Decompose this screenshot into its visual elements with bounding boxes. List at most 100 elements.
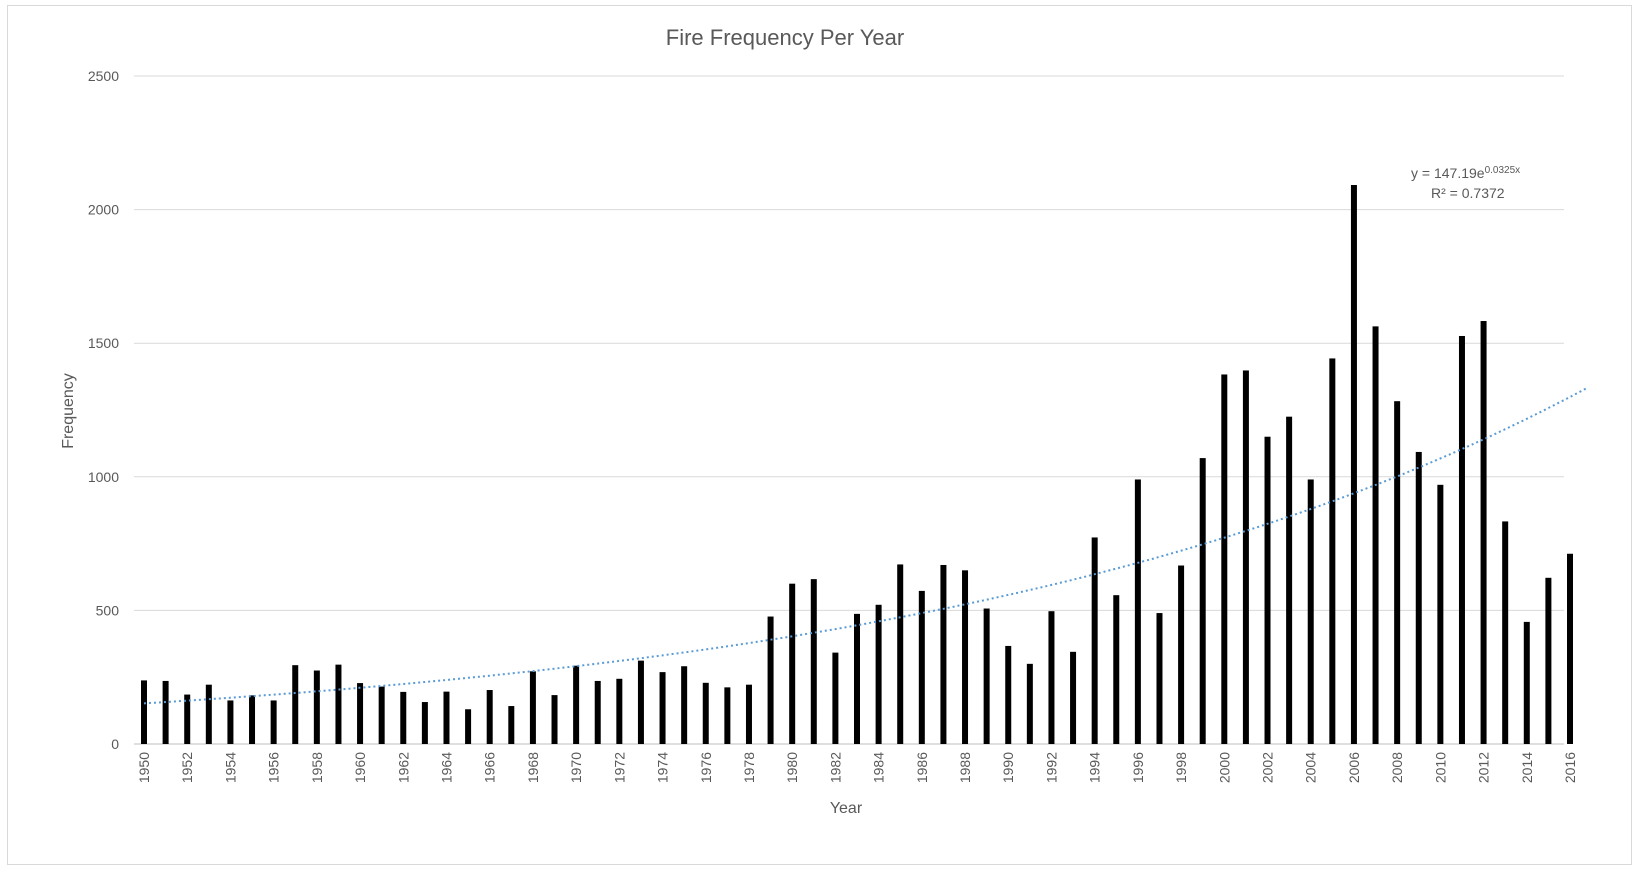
bar-1992 [1048, 611, 1055, 744]
bar-1968 [529, 671, 536, 744]
x-axis-title: Year [830, 800, 863, 817]
x-tick-label: 1974 [655, 752, 671, 783]
bar-1952 [184, 694, 191, 744]
bar-1959 [335, 664, 342, 744]
x-tick-label: 1962 [395, 752, 411, 783]
x-tick-label: 1980 [784, 752, 800, 783]
bar-1967 [508, 706, 515, 744]
bar-1971 [594, 680, 601, 744]
x-tick-label: 1988 [957, 752, 973, 783]
bar-2014 [1523, 621, 1530, 744]
trendline-r-squared: R² = 0.7372 [1431, 185, 1505, 201]
bar-1979 [767, 616, 774, 744]
chart-svg: Fire Frequency Per Year 0 500 1000 1500 2000… [60, 25, 1587, 817]
bar-1993 [1070, 651, 1077, 744]
y-axis-title: Frequency [60, 373, 77, 449]
bar-1951 [162, 680, 169, 744]
bars [141, 185, 1573, 745]
y-tick-label: 0 [111, 736, 119, 752]
x-tick-label: 2000 [1216, 752, 1232, 783]
trendline-equation: y = 147.19e0.0325x [1411, 165, 1520, 181]
bar-1964 [443, 691, 450, 744]
bar-2005 [1329, 358, 1336, 744]
x-tick-label: 1994 [1087, 752, 1103, 783]
bar-1985 [897, 564, 904, 744]
x-tick-label: 1952 [179, 752, 195, 783]
trendline [143, 387, 1587, 705]
x-tick-label: 1968 [525, 752, 541, 783]
bar-1998 [1178, 565, 1185, 744]
x-tick-label: 1954 [222, 752, 238, 783]
bar-2013 [1502, 521, 1509, 744]
bar-2016 [1567, 553, 1573, 744]
y-tick-label: 2500 [88, 68, 119, 84]
x-tick-label: 2002 [1260, 752, 1276, 783]
bar-1991 [1026, 663, 1033, 744]
bar-1962 [400, 691, 407, 744]
bar-2004 [1307, 479, 1314, 744]
x-tick-label: 1950 [136, 752, 152, 783]
bar-2002 [1264, 436, 1271, 744]
bar-1955 [249, 695, 256, 744]
y-tick-label: 500 [96, 602, 120, 618]
bar-2006 [1350, 185, 1357, 745]
bar-1978 [745, 684, 752, 744]
chart-title: Fire Frequency Per Year [666, 25, 904, 50]
bar-1969 [551, 695, 558, 744]
bar-2000 [1221, 374, 1228, 744]
x-tick-label: 2014 [1519, 752, 1535, 783]
x-tick-label: 1990 [1000, 752, 1016, 783]
bar-1976 [702, 682, 709, 744]
bar-1950 [141, 680, 147, 744]
bar-1974 [659, 672, 666, 744]
x-tick-label: 2010 [1432, 752, 1448, 783]
bar-1996 [1134, 479, 1141, 744]
x-tick-label: 1976 [698, 752, 714, 783]
bar-2010 [1437, 484, 1444, 744]
bar-1990 [1005, 645, 1012, 744]
x-tick-label: 1956 [266, 752, 282, 783]
bar-1977 [724, 687, 731, 744]
x-tick-label: 2012 [1476, 752, 1492, 783]
bar-1960 [357, 683, 364, 744]
x-tick-label: 1958 [309, 752, 325, 783]
bar-1965 [465, 709, 472, 744]
x-tick-label: 1966 [482, 752, 498, 783]
x-tick-label: 2016 [1562, 752, 1578, 783]
gridlines [134, 75, 1564, 745]
bar-1983 [854, 613, 860, 744]
x-tick-label: 1996 [1130, 752, 1146, 783]
trendline-equation-base: y = 147.19e [1411, 165, 1485, 181]
x-axis-ticks: 1950 1952 1954 1956 1958 1960 1962 1964 1966 1968… [136, 752, 1578, 783]
bar-2011 [1458, 335, 1465, 744]
x-tick-label: 1992 [1043, 752, 1059, 783]
y-tick-label: 1500 [88, 335, 119, 351]
bar-2001 [1242, 370, 1249, 744]
y-axis-ticks: 0 500 1000 1500 2000 2500 [88, 68, 119, 752]
chart-frame: Fire Frequency Per Year 0 500 1000 1500 2000… [7, 5, 1632, 865]
x-tick-label: 1972 [611, 752, 627, 783]
bar-1961 [378, 686, 385, 744]
bar-1954 [227, 700, 234, 744]
x-tick-label: 1984 [871, 752, 887, 783]
bar-1973 [637, 660, 644, 744]
bar-1995 [1113, 595, 1120, 744]
bar-1975 [681, 666, 688, 744]
bar-1982 [832, 652, 839, 744]
x-tick-label: 2004 [1303, 752, 1319, 783]
bar-1970 [573, 665, 580, 744]
bar-2003 [1286, 416, 1293, 744]
bar-1956 [270, 700, 277, 744]
bar-2007 [1372, 326, 1379, 744]
bar-2009 [1415, 451, 1422, 744]
bar-1966 [486, 690, 493, 744]
bar-1981 [810, 579, 817, 744]
bar-1987 [940, 564, 947, 744]
bar-1999 [1199, 458, 1206, 744]
x-tick-label: 1970 [568, 752, 584, 783]
x-tick-label: 1982 [827, 752, 843, 783]
bar-2015 [1545, 577, 1552, 744]
y-tick-label: 1000 [88, 469, 119, 485]
bar-1957 [292, 665, 299, 744]
bar-1963 [421, 702, 428, 744]
